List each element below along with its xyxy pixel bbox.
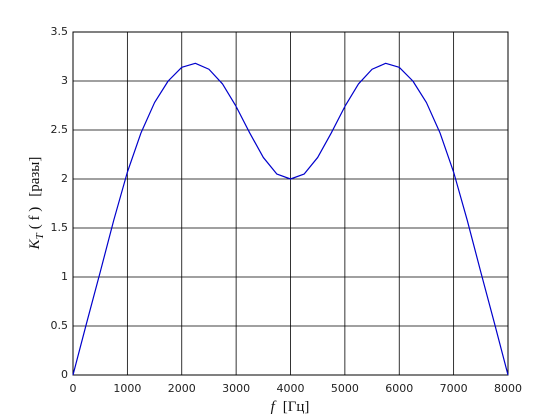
y-tick-label: 1: [61, 270, 68, 283]
y-label-symbol: K: [27, 238, 43, 250]
y-tick-label: 1.5: [51, 221, 69, 234]
x-tick-label: 4000: [277, 382, 305, 395]
x-tick-label: 1000: [113, 382, 141, 395]
x-tick-label: 0: [70, 382, 77, 395]
line-series: [72, 62, 509, 376]
x-axis-label: f [Гц]: [271, 399, 310, 415]
y-label-unit: [разы]: [27, 157, 43, 197]
y-tick-label: 2: [61, 172, 68, 185]
y-label-argument: ( f ): [27, 207, 43, 230]
x-tick-label: 3000: [222, 382, 250, 395]
x-label-symbol: f: [271, 399, 277, 415]
x-label-unit: [Гц]: [283, 399, 310, 415]
x-tick-label: 5000: [331, 382, 359, 395]
y-tick-label: 3.5: [51, 25, 69, 38]
y-tick-label: 0: [61, 368, 68, 381]
x-tick-label: 2000: [168, 382, 196, 395]
y-tick-label: 2.5: [51, 123, 69, 136]
y-axis-label: KT ( f ) [разы]: [27, 157, 45, 251]
x-tick-label: 8000: [494, 382, 522, 395]
x-tick-label: 6000: [385, 382, 413, 395]
x-tick-label: 7000: [440, 382, 468, 395]
y-label-subscript: T: [34, 232, 46, 239]
y-tick-label: 3: [61, 74, 68, 87]
y-tick-label: 0.5: [51, 319, 69, 332]
